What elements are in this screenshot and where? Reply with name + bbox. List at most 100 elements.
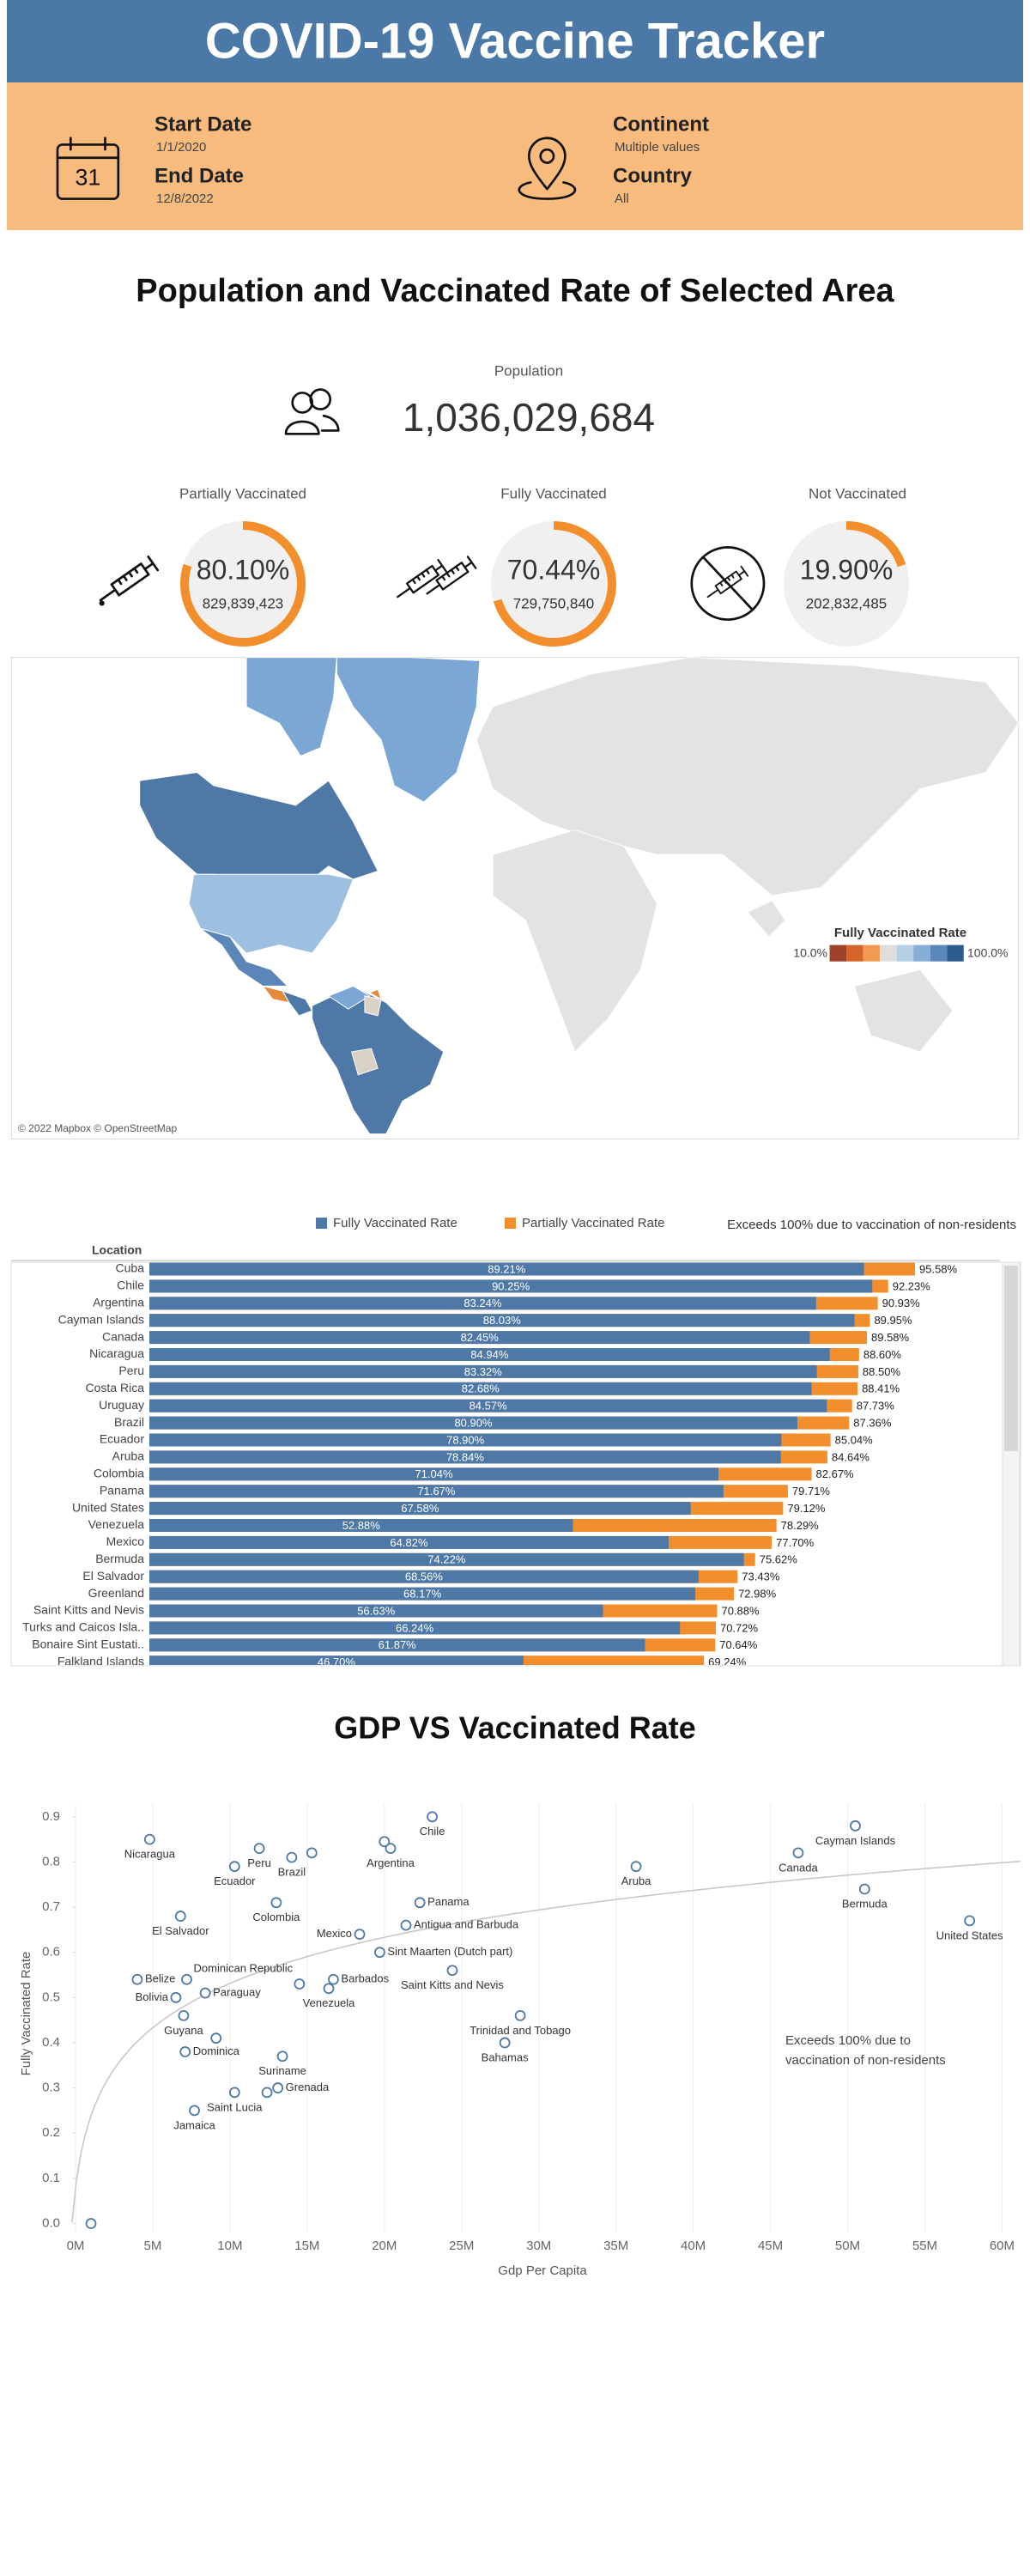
legend-label: Fully Vaccinated Rate	[333, 1216, 457, 1230]
syringe-tick	[719, 581, 724, 586]
syringe-plunger	[433, 564, 444, 572]
bar-value-label: 79.71%	[792, 1485, 831, 1498]
category-label: Chile	[117, 1279, 144, 1292]
category-label: Colombia	[94, 1467, 144, 1480]
map-legend-swatch	[930, 945, 948, 962]
filter-label: Start Date	[154, 112, 251, 136]
point	[306, 1847, 318, 1859]
category-label: Cayman Islands	[58, 1312, 144, 1326]
point	[354, 1929, 366, 1941]
country-shape	[312, 985, 445, 1135]
bar-value-label: 88.41%	[862, 1382, 900, 1395]
location-icon	[518, 137, 577, 200]
filter-value: All	[615, 191, 629, 206]
country-shape	[368, 988, 382, 1000]
bar-value-label: 68.56%	[405, 1571, 444, 1583]
syringe-tick	[441, 574, 446, 581]
kpi-value: 19.90%	[800, 554, 894, 585]
bar-value-label: 52.88%	[342, 1519, 381, 1532]
bar	[149, 1279, 873, 1293]
point-label: Suriname	[258, 2064, 306, 2077]
kpi-icons	[99, 546, 766, 621]
x-tick-label: 45M	[758, 2239, 783, 2253]
country-shape	[245, 657, 337, 757]
bar-value-label: 95.58%	[919, 1262, 958, 1275]
scrollbar-thumb[interactable]	[1004, 1266, 1018, 1451]
syringe-icon	[426, 556, 477, 595]
syringe-handle	[466, 556, 477, 569]
map-legend-swatch	[863, 945, 881, 962]
y-tick-label: 0.0	[42, 2215, 60, 2230]
point	[446, 1965, 458, 1977]
category-label: Falkland Islands	[58, 1654, 144, 1668]
x-tick-label: 60M	[990, 2239, 1015, 2253]
point	[792, 1847, 804, 1859]
point	[143, 1833, 155, 1845]
category-label: Cuba	[116, 1261, 145, 1275]
x-tick-label: 35M	[603, 2239, 628, 2253]
syringe-tick	[450, 568, 455, 574]
bar-value-label: 90.25%	[492, 1279, 530, 1292]
category-label: Panama	[100, 1483, 144, 1497]
filter-value: Multiple values	[615, 140, 700, 155]
y-tick-label: 0.4	[42, 2035, 60, 2050]
syringe-tick	[415, 575, 421, 581]
y-axis-title: Fully Vaccinated Rate	[19, 1952, 33, 2076]
bar-value-label: 74.22%	[427, 1553, 466, 1566]
point-label: Nicaragua	[124, 1848, 176, 1861]
y-tick-label: 0.7	[42, 1899, 60, 1914]
bar-value-label: 70.72%	[720, 1621, 759, 1634]
drop	[99, 600, 105, 606]
legend-swatch	[505, 1218, 516, 1229]
bar	[149, 1552, 744, 1566]
point	[427, 1811, 438, 1823]
point-label: United States	[936, 1929, 1004, 1941]
bar-value-label: 72.98%	[738, 1588, 777, 1601]
syringe-barrel	[110, 562, 150, 597]
filter-panel	[7, 82, 1023, 230]
point	[276, 2050, 288, 2063]
point	[272, 2082, 284, 2093]
point-label: Barbados	[341, 1972, 389, 1985]
legend-label: Partially Vaccinated Rate	[522, 1216, 664, 1230]
point	[228, 2087, 240, 2099]
point	[858, 1883, 870, 1895]
syringe-needle	[99, 588, 117, 602]
point-label: Argentina	[367, 1856, 415, 1869]
point	[379, 1836, 391, 1848]
map-legend-swatch	[880, 945, 897, 962]
header-bar	[7, 0, 1023, 82]
category-label: Peru	[118, 1364, 144, 1377]
bar	[149, 1638, 645, 1652]
country-shape	[853, 969, 954, 1053]
bar-value-label: 88.50%	[863, 1365, 901, 1378]
bar-value-label: 82.67%	[816, 1467, 855, 1480]
kpi-label: Not Vaccinated	[809, 485, 906, 501]
kpi-group: Partially Vaccinated 80.10% 829,839,423 Ful…	[99, 485, 909, 647]
category-header: Location	[92, 1243, 142, 1257]
country-shape	[200, 927, 289, 987]
bar-value-label: 89.58%	[871, 1331, 910, 1344]
category-label: Nicaragua	[89, 1346, 144, 1360]
bar-value-label: 66.24%	[396, 1621, 434, 1634]
bar-value-label: 75.62%	[760, 1553, 798, 1566]
syringe-tick	[421, 572, 426, 578]
bar-value-label: 83.32%	[464, 1365, 503, 1378]
bar-value-label: 71.67%	[417, 1485, 456, 1498]
y-tick-label: 0.9	[42, 1809, 60, 1824]
bar	[149, 1570, 699, 1583]
category-label: Saint Kitts and Nevis	[33, 1603, 144, 1617]
x-tick-label: 55M	[912, 2239, 937, 2253]
syringe-tick	[726, 576, 731, 581]
filter-label: End Date	[154, 164, 244, 187]
syringe-tick	[455, 565, 460, 572]
point-label: Dominica	[193, 2044, 240, 2057]
chart-title: GDP VS Vaccinated Rate	[334, 1710, 696, 1746]
bar	[149, 1382, 812, 1395]
point-label: El Salvador	[152, 1924, 209, 1937]
category-label: Greenland	[88, 1586, 144, 1600]
annotation: vaccination of non-residents	[785, 2053, 946, 2068]
bar-value-label: 84.64%	[832, 1450, 870, 1463]
point-label: Brazil	[278, 1866, 306, 1879]
